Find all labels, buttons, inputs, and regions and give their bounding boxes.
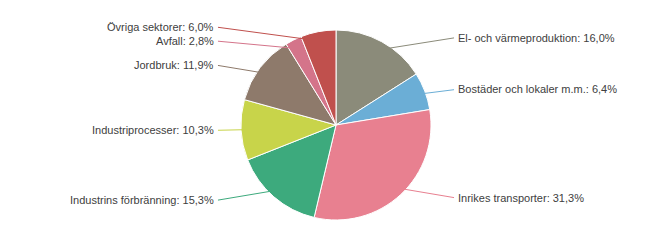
svg-text:Avfall: 2,8%: Avfall: 2,8% bbox=[156, 35, 214, 47]
svg-text:Inrikes transporter: 31,3%: Inrikes transporter: 31,3% bbox=[458, 192, 584, 204]
svg-text:Bostäder och lokaler m.m.: 6,4: Bostäder och lokaler m.m.: 6,4% bbox=[458, 83, 617, 95]
svg-text:Industrins förbränning: 15,3%: Industrins förbränning: 15,3% bbox=[70, 194, 214, 206]
svg-text:Jordbruk: 11,9%: Jordbruk: 11,9% bbox=[134, 59, 214, 71]
svg-text:El- och värmeproduktion: 16,0%: El- och värmeproduktion: 16,0% bbox=[458, 32, 615, 44]
svg-text:Övriga sektorer: 6,0%: Övriga sektorer: 6,0% bbox=[107, 21, 214, 33]
svg-text:Industriprocesser: 10,3%: Industriprocesser: 10,3% bbox=[92, 124, 214, 136]
